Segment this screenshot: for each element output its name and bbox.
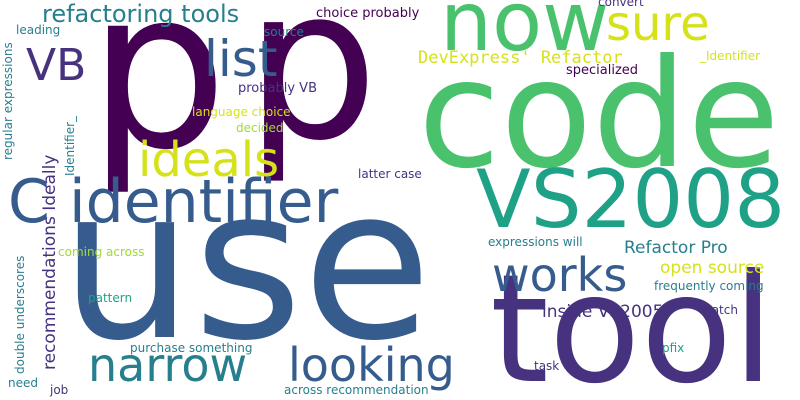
word-frequently-coming: frequently coming	[654, 279, 764, 293]
word-convert: convert	[598, 0, 644, 9]
word-pattern: pattern	[88, 291, 133, 305]
word-tool: tool	[490, 243, 775, 400]
word-match: match	[700, 303, 738, 317]
word-latter-case: latter case	[358, 167, 422, 181]
word-list: list	[204, 30, 278, 88]
word-code: code	[418, 28, 780, 202]
word-purchase-something: purchase something	[130, 341, 253, 355]
word-job: job	[50, 383, 69, 397]
word-need: need	[8, 376, 38, 390]
word-p-2: p	[245, 0, 379, 187]
word-narrow: narrow	[88, 338, 248, 392]
word-language-choice: language choice	[192, 105, 291, 119]
word-devexpress-refactor: DevExpress' Refactor	[418, 48, 623, 68]
word-expressions-will: expressions will	[488, 235, 583, 249]
word-pfix: pfix	[662, 341, 685, 355]
word-open-source: open source	[660, 258, 765, 278]
word-specialized: specialized	[566, 63, 639, 78]
word-choice-probably: choice probably	[316, 6, 420, 21]
word-probably-vb: probably VB	[238, 81, 317, 96]
word-now: now	[440, 0, 610, 70]
word-recommendations-ideally: recommendations Ideally	[40, 154, 60, 370]
word-use: use	[60, 142, 432, 387]
word-inside-vs2005: inside VS2005	[542, 302, 664, 322]
word-p-1: p	[88, 0, 228, 198]
word-source: source	[264, 25, 304, 39]
word-vs2008: VS2008	[476, 153, 786, 246]
word-identifier_: Identifier_	[63, 115, 77, 176]
word-double-underscores: double underscores	[13, 255, 27, 374]
word-looking: looking	[288, 338, 455, 392]
word-decided: decided	[236, 121, 284, 135]
word-works: works	[492, 248, 628, 302]
word-c-identifier: C identifier	[8, 167, 339, 237]
word-regular-expressions: regular expressions	[1, 42, 15, 160]
word-ideals: ideals	[138, 132, 280, 188]
word-refactor-pro: Refactor Pro	[624, 238, 728, 258]
word-leading: leading	[16, 23, 61, 37]
word-refactoring-tools: refactoring tools	[42, 0, 240, 28]
word-task: task	[534, 359, 560, 373]
word-_identifier: _Identifier	[700, 49, 761, 63]
word-across-recommendation: across recommendation	[284, 383, 429, 397]
word-coming-across: coming across	[58, 245, 145, 259]
word-vb: VB	[26, 40, 87, 91]
word-sure: sure	[606, 0, 710, 52]
